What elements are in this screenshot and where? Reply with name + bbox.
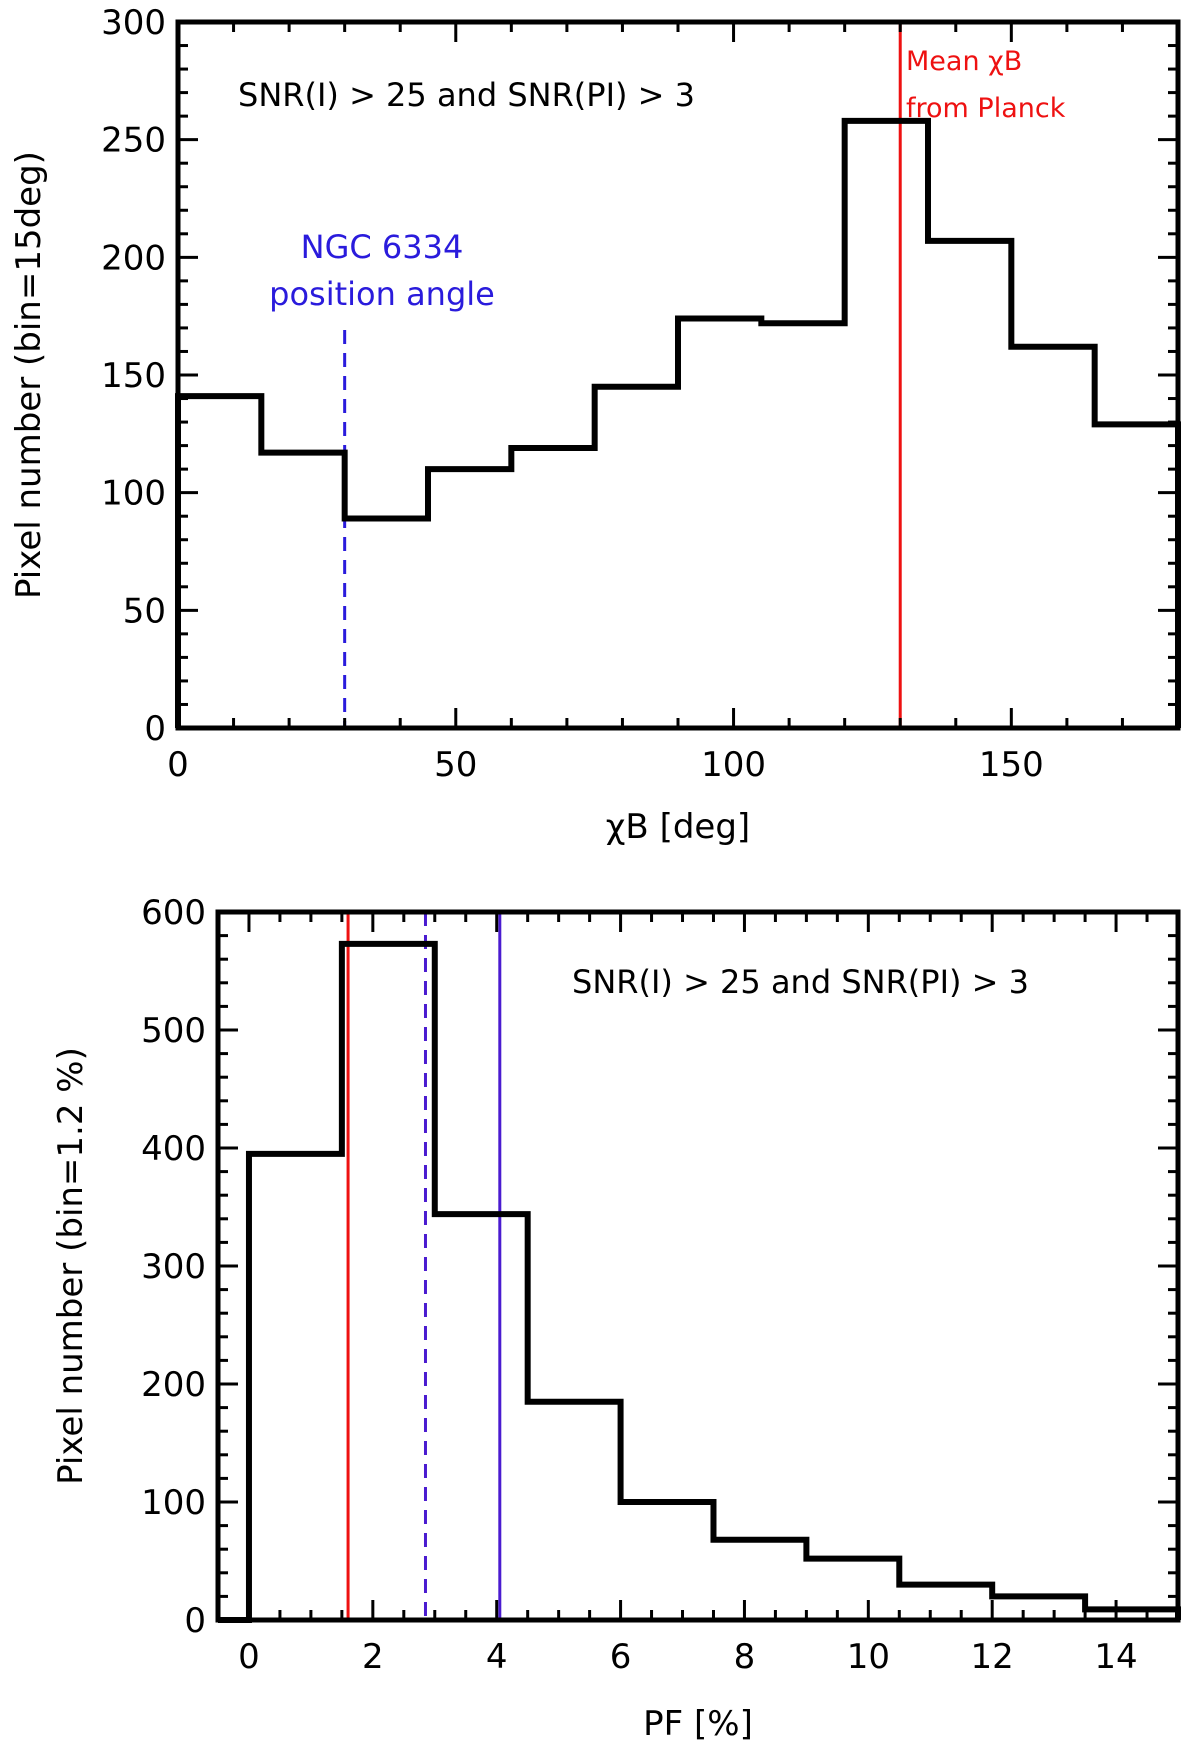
x-tick-label: 12 <box>971 1637 1014 1677</box>
y-tick-label: 150 <box>101 356 166 396</box>
histogram-bin-0-7 <box>761 323 844 728</box>
x-tick-label: 50 <box>434 745 477 785</box>
vline-label-planck-line1: Mean χB <box>906 46 1022 77</box>
x-tick-label: 0 <box>238 1637 260 1677</box>
histogram-bin-0-8 <box>845 121 928 728</box>
vline-label-planck-line2: from Planck <box>906 93 1066 124</box>
annotation-snr-top: SNR(I) > 25 and SNR(PI) > 3 <box>238 76 695 114</box>
histogram-bin-0-11 <box>1095 424 1178 728</box>
y-tick-label: 400 <box>141 1129 206 1169</box>
annotation-snr-bottom: SNR(I) > 25 and SNR(PI) > 3 <box>572 963 1029 1001</box>
chart-chi-b-histogram: 0 50 100 150 0 50 100 150 200 250 300 χB [deg] Pix… <box>9 3 1181 847</box>
histogram-steps-0 <box>175 117 1181 728</box>
y-tick-label: 600 <box>141 893 206 933</box>
y-tick-label: 50 <box>123 591 166 631</box>
y-axis-title-top: Pixel number (bin=15deg) <box>9 151 49 599</box>
x-tick-label: 0 <box>167 745 189 785</box>
vline-label-ngc-line1: NGC 6334 <box>301 228 464 266</box>
y-tick-label: 100 <box>101 474 166 514</box>
plot-frame-bottom <box>215 909 1181 1623</box>
y-tick-label: 0 <box>144 709 166 749</box>
x-tick-label: 14 <box>1094 1637 1137 1677</box>
y-tick-label: 300 <box>101 3 166 43</box>
y-tick-label: 250 <box>101 121 166 161</box>
histogram-bin-0-10 <box>1011 347 1094 728</box>
histogram-bin-0-5 <box>595 387 678 728</box>
x-tick-label: 10 <box>847 1637 890 1677</box>
x-tick-label: 4 <box>486 1637 508 1677</box>
histogram-bin-1-5 <box>713 1540 806 1620</box>
histogram-bin-0-3 <box>428 469 511 728</box>
histogram-bin-1-1 <box>342 944 435 1620</box>
histogram-bin-0-4 <box>511 448 594 728</box>
y-axis-title-bottom: Pixel number (bin=1.2 %) <box>51 1047 91 1485</box>
y-tick-label: 0 <box>184 1601 206 1641</box>
x-tick-label: 2 <box>362 1637 384 1677</box>
y-tick-label: 500 <box>141 1011 206 1051</box>
x-axis-title-bottom: PF [%] <box>643 1704 753 1744</box>
x-tick-label: 6 <box>610 1637 632 1677</box>
y-tick-label: 100 <box>141 1483 206 1523</box>
plot-frame-top <box>175 19 1181 731</box>
x-tick-label: 100 <box>701 745 766 785</box>
histogram-bin-1-8 <box>992 1596 1085 1620</box>
x-tick-label: 8 <box>734 1637 756 1677</box>
histogram-bin-0-9 <box>928 241 1011 728</box>
histogram-bin-0-1 <box>261 453 344 728</box>
histogram-bin-1-0 <box>249 1154 342 1620</box>
y-tick-label: 200 <box>141 1365 206 1405</box>
histogram-bin-0-0 <box>178 396 261 728</box>
histogram-bin-1-6 <box>806 1559 899 1620</box>
histogram-bin-1-3 <box>528 1402 621 1620</box>
vline-label-ngc-line2: position angle <box>269 275 495 313</box>
histogram-bin-1-7 <box>899 1585 992 1620</box>
chart-pf-histogram: 0 2 4 6 8 10 12 14 0 100 200 300 400 500 600 PF [%] Pi… <box>51 893 1181 1744</box>
x-tick-label: 150 <box>979 745 1044 785</box>
histogram-bin-1-4 <box>621 1502 714 1620</box>
histogram-bin-0-2 <box>345 519 428 728</box>
x-axis-title-top: χB [deg] <box>606 807 750 847</box>
y-tick-label: 200 <box>101 238 166 278</box>
histogram-steps-1 <box>218 940 1181 1623</box>
y-tick-label: 300 <box>141 1247 206 1287</box>
histogram-bin-0-6 <box>678 319 761 728</box>
histogram-bin-1-2 <box>435 1214 528 1620</box>
